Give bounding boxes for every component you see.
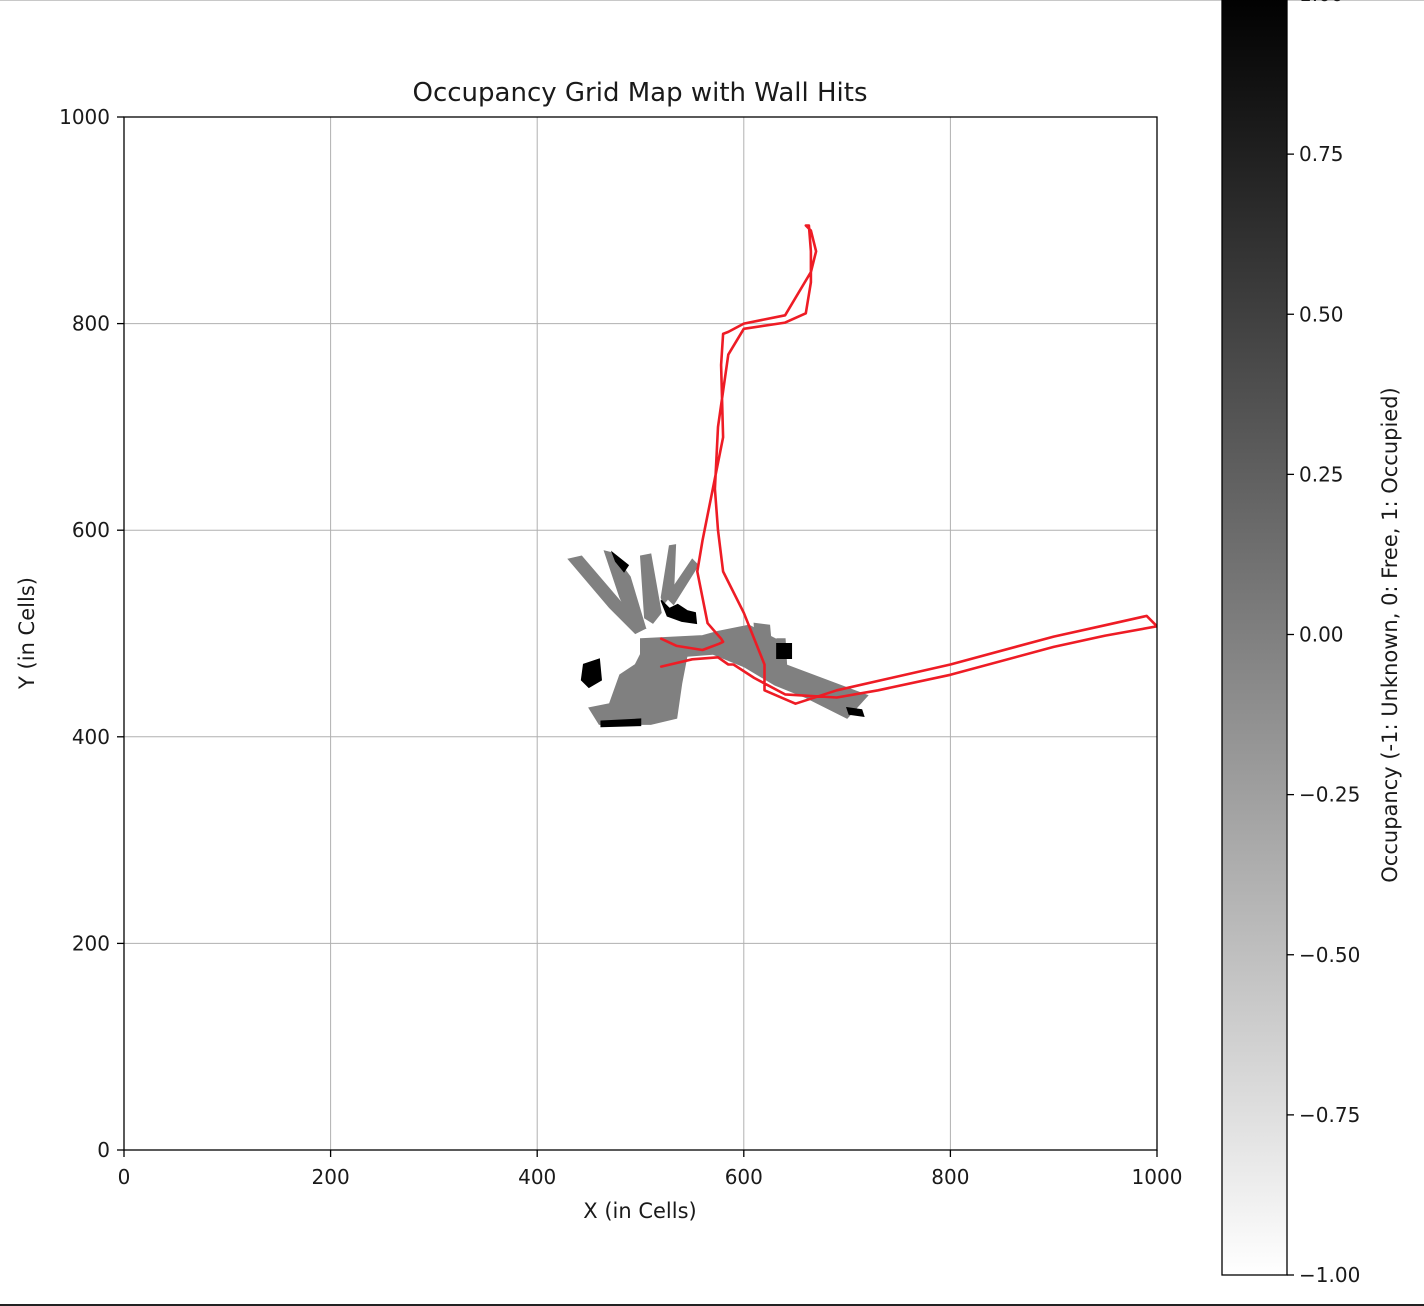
chart-title: Occupancy Grid Map with Wall Hits (413, 78, 868, 108)
colorbar-gradient (1221, 0, 1288, 1276)
occupied-cell-region (600, 718, 642, 728)
y-tick-label: 1000 (59, 105, 110, 129)
x-axis-label: X (in Cells) (583, 1199, 696, 1223)
free-cell-region (753, 622, 774, 660)
free-cell-region (665, 558, 699, 606)
colorbar-tick-label: 0.25 (1299, 462, 1344, 486)
x-tick-label: 800 (931, 1165, 969, 1189)
grid-lines (123, 116, 1158, 1151)
occupied-cell-region (610, 550, 630, 573)
occupied-cell-region (846, 706, 865, 718)
y-tick-label: 800 (72, 312, 110, 336)
colorbar-tick-label: −1.00 (1299, 1263, 1360, 1287)
trajectory-line (659, 224, 1157, 706)
colorbar-tick-label: −0.75 (1299, 1103, 1360, 1127)
occupied-cell-region (660, 599, 698, 625)
colorbar-tick-label: 0.75 (1299, 142, 1344, 166)
colorbar-tick-label: 0.50 (1299, 302, 1344, 326)
x-tick-label: 0 (118, 1165, 131, 1189)
plot-area-frame (123, 116, 1158, 1151)
occupied-cell-region (776, 643, 793, 660)
free-cell-region (588, 624, 869, 725)
y-tick-label: 400 (72, 725, 110, 749)
y-tick-label: 0 (97, 1138, 110, 1162)
x-axis: 0 200 400 600 800 1000 (118, 1150, 1183, 1189)
x-tick-label: 1000 (1132, 1165, 1183, 1189)
y-tick-label: 600 (72, 518, 110, 542)
y-tick-label: 200 (72, 931, 110, 955)
free-cell-region (639, 553, 662, 624)
trajectory-layer (659, 224, 1157, 706)
occupied-cell-region (580, 658, 602, 689)
x-tick-label: 600 (725, 1165, 763, 1189)
colorbar-tick-label: −0.25 (1299, 783, 1360, 807)
colorbar-ticks: −1.00 −0.75 −0.50 −0.25 0.00 0.25 0.50 0.75 1.00 (1287, 0, 1360, 1287)
colorbar: −1.00 −0.75 −0.50 −0.25 0.00 0.25 0.50 0.75 1.00… (1221, 0, 1402, 1287)
colorbar-tick-label: −0.50 (1299, 943, 1360, 967)
y-axis-label: Y (in Cells) (15, 577, 39, 690)
x-tick-label: 400 (518, 1165, 556, 1189)
colorbar-tick-label: 0.00 (1299, 623, 1344, 647)
occupancy-map (567, 544, 869, 728)
x-tick-label: 200 (312, 1165, 350, 1189)
y-axis: 0 200 400 600 800 1000 (59, 105, 124, 1162)
colorbar-label: Occupancy (-1: Unknown, 0: Free, 1: Occu… (1378, 387, 1402, 882)
colorbar-tick-label: 1.00 (1299, 0, 1344, 6)
